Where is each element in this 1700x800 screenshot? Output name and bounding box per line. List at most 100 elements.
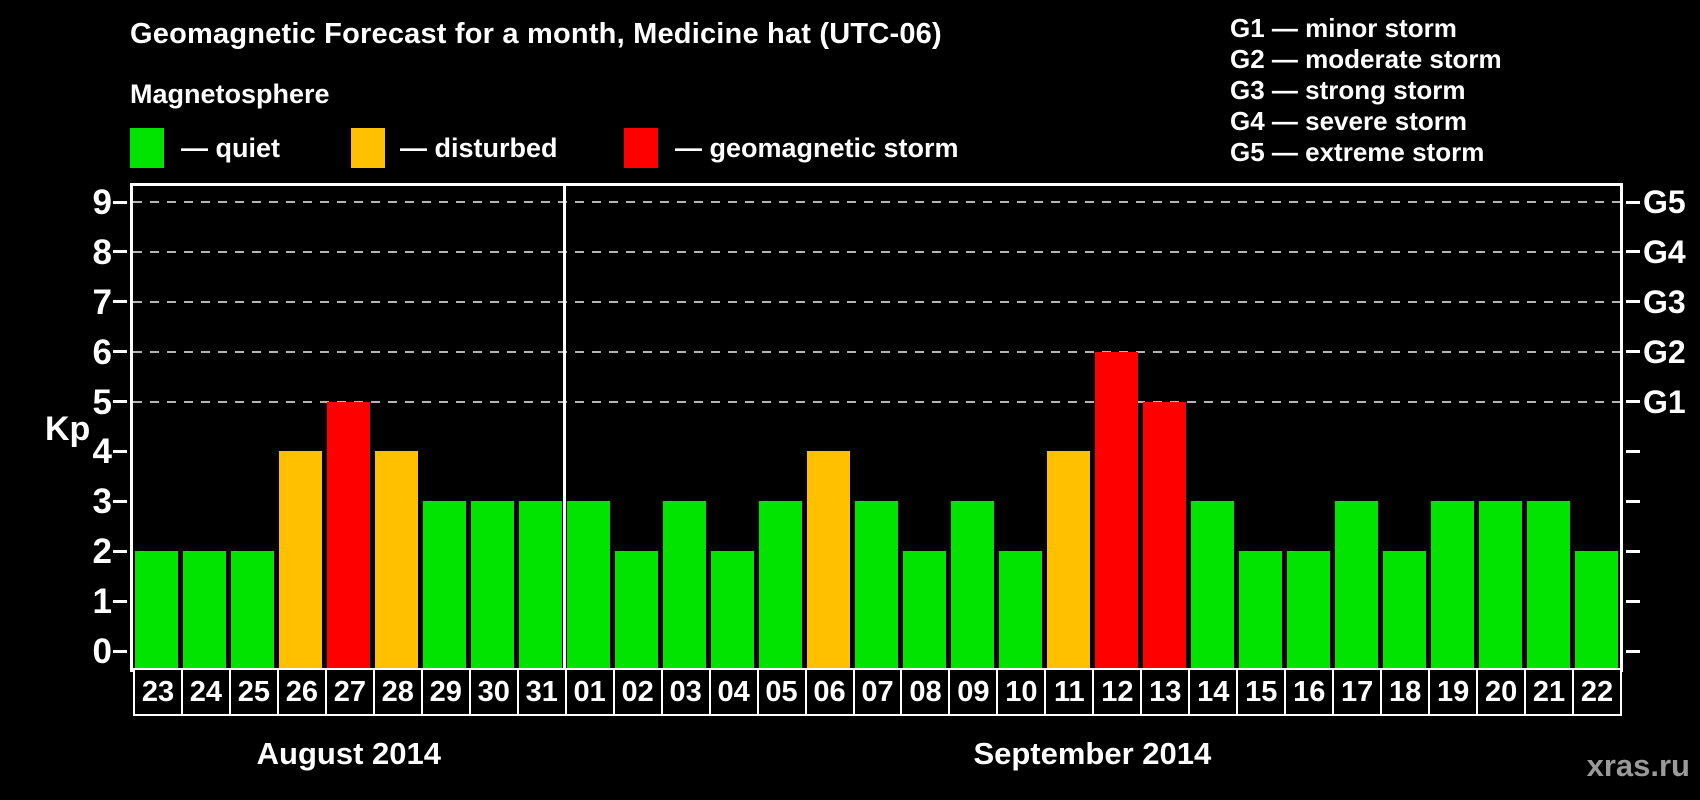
kp-bar-sep-18 [1382,551,1426,669]
kp-bar-aug-27 [327,401,371,669]
kp-bar-sep-21 [1526,501,1570,669]
g2-legend-line: G2 — moderate storm [1230,44,1502,74]
gridline-kp5 [133,400,1620,403]
left-tick-kp3 [113,499,127,503]
kp-bar-aug-26 [279,451,323,669]
day-cell-sep-04: 04 [708,668,759,716]
kp-bar-sep-04 [711,551,755,669]
day-axis-strip: 23 24 25 26 27 28 29 30 31 01 02 03 04 05 06 07 08 09 10 11… [133,668,1626,716]
y-tick-label-9: 9 [92,183,112,222]
left-tick-kp6 [113,350,127,354]
right-tick-kp2 [1626,549,1640,553]
left-tick-kp4 [113,449,127,453]
day-cell-aug-30: 30 [468,668,519,716]
gridline-kp6 [133,350,1620,353]
y-axis-title: Kp [45,410,91,448]
kp-bar-sep-01 [567,501,611,669]
storm-legend-swatch [624,128,658,168]
day-cell-sep-15: 15 [1236,668,1287,716]
gridline-kp9 [133,201,1620,203]
g4-legend-line: G4 — severe storm [1230,106,1468,136]
day-cell-aug-28: 28 [372,668,423,716]
disturbed-legend-label: — disturbed [400,133,558,163]
y-tick-label-2: 2 [92,532,112,572]
kp-bar-aug-29 [423,501,467,669]
right-tick-kp7 [1626,300,1640,304]
kp-bar-sep-07 [855,501,898,669]
kp-bar-sep-14 [1190,501,1234,669]
kp-bar-aug-25 [231,551,275,669]
right-tick-kp1 [1626,599,1640,603]
left-tick-kp8 [113,250,127,254]
kp-bar-aug-30 [471,501,515,669]
day-cell-sep-14: 14 [1188,668,1239,716]
day-cell-sep-05: 05 [756,668,807,716]
y-tick-label-1: 1 [92,582,112,622]
gridline-kp8 [133,250,1620,253]
y-tick-label-6: 6 [92,332,112,372]
day-cell-sep-07: 07 [852,668,903,716]
kp-bar-sep-20 [1478,501,1522,669]
page-title: Geomagnetic Forecast for a month, Medici… [130,18,942,50]
month-label-aug: August 2014 [256,736,442,771]
right-axis-label-g1: G1 [1643,383,1686,420]
day-cell-sep-01: 01 [564,668,615,716]
quiet-legend-label: — quiet [181,133,280,163]
kp-bar-sep-13 [1142,401,1186,669]
kp-bar-sep-11 [1046,451,1090,669]
kp-bar-sep-02 [615,551,659,669]
day-cell-sep-19: 19 [1428,668,1479,716]
kp-bar-aug-23 [135,551,179,669]
day-cell-aug-24: 24 [180,668,231,716]
day-cell-sep-09: 09 [948,668,999,716]
kp-bar-sep-08 [902,551,946,669]
kp-bar-sep-03 [663,501,707,669]
kp-bar-aug-28 [375,451,419,669]
right-axis-label-g5: G5 [1643,184,1686,220]
y-tick-label-4: 4 [92,432,112,472]
right-tick-kp5 [1626,400,1640,404]
watermark: xras.ru [1586,748,1690,783]
day-cell-sep-20: 20 [1476,668,1527,716]
kp-bar-sep-09 [950,501,994,669]
month-separator-line [563,186,567,669]
right-axis-label-g2: G2 [1643,333,1686,370]
kp-bar-sep-12 [1094,351,1138,669]
right-tick-kp8 [1626,250,1640,254]
quiet-legend-swatch [130,128,164,168]
day-cell-sep-13: 13 [1140,668,1191,716]
kp-bar-sep-22 [1574,551,1618,669]
y-tick-label-3: 3 [92,482,112,522]
day-cell-aug-23: 23 [133,668,183,716]
status-legend: — quiet — disturbed — geomagnetic storm [0,126,1100,170]
day-cell-sep-16: 16 [1284,668,1335,716]
disturbed-legend-swatch [351,128,385,168]
right-axis-label-g4: G4 [1643,233,1686,270]
y-tick-label-7: 7 [92,282,112,322]
day-cell-aug-26: 26 [276,668,327,716]
day-cell-aug-25: 25 [228,668,279,716]
g-scale-legend: G1 — minor storm G2 — moderate storm G3 … [1230,13,1502,168]
kp-bar-sep-16 [1286,551,1330,669]
day-cell-aug-31: 31 [516,668,567,716]
month-label-sep: September 2014 [973,736,1212,771]
day-cell-sep-08: 08 [900,668,951,716]
day-cell-aug-27: 27 [324,668,375,716]
y-tick-label-8: 8 [92,232,112,272]
y-tick-label-5: 5 [92,382,112,422]
day-cell-sep-10: 10 [996,668,1047,716]
g1-legend-line: G1 — minor storm [1230,13,1457,43]
kp-bar-sep-17 [1334,501,1378,669]
day-cell-aug-29: 29 [420,668,471,716]
right-tick-kp6 [1626,350,1640,354]
left-tick-kp1 [113,599,127,603]
left-tick-kp2 [113,549,127,553]
day-cell-sep-17: 17 [1332,668,1383,716]
g3-legend-line: G3 — strong storm [1230,75,1466,105]
left-tick-kp5 [113,400,127,404]
storm-legend-label: — geomagnetic storm [675,133,959,163]
right-axis-label-g3: G3 [1643,283,1686,320]
day-cell-sep-06: 06 [804,668,855,716]
kp-bar-sep-19 [1430,501,1474,669]
